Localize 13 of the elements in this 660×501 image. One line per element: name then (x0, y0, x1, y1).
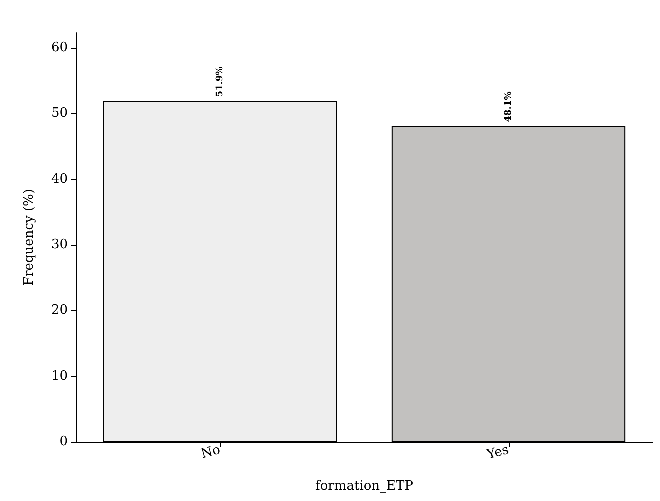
y-tick-label: 40 (51, 172, 68, 187)
y-tick-label: 30 (51, 238, 68, 253)
x-tick-label: No (200, 442, 222, 462)
y-axis-title: Frequency (%) (22, 189, 37, 286)
data-label: 51.9% (215, 66, 226, 98)
y-tick-label: 20 (51, 303, 68, 318)
y-tick-label: 0 (60, 434, 68, 450)
y-tick-label: 60 (51, 40, 68, 56)
x-tick-label: Yes (484, 442, 511, 464)
data-label: 48.1% (504, 91, 514, 122)
x-axis-title: formation_ETP (316, 479, 414, 494)
y-tick-label: 50 (51, 106, 68, 122)
y-tick-label: 10 (51, 368, 68, 384)
